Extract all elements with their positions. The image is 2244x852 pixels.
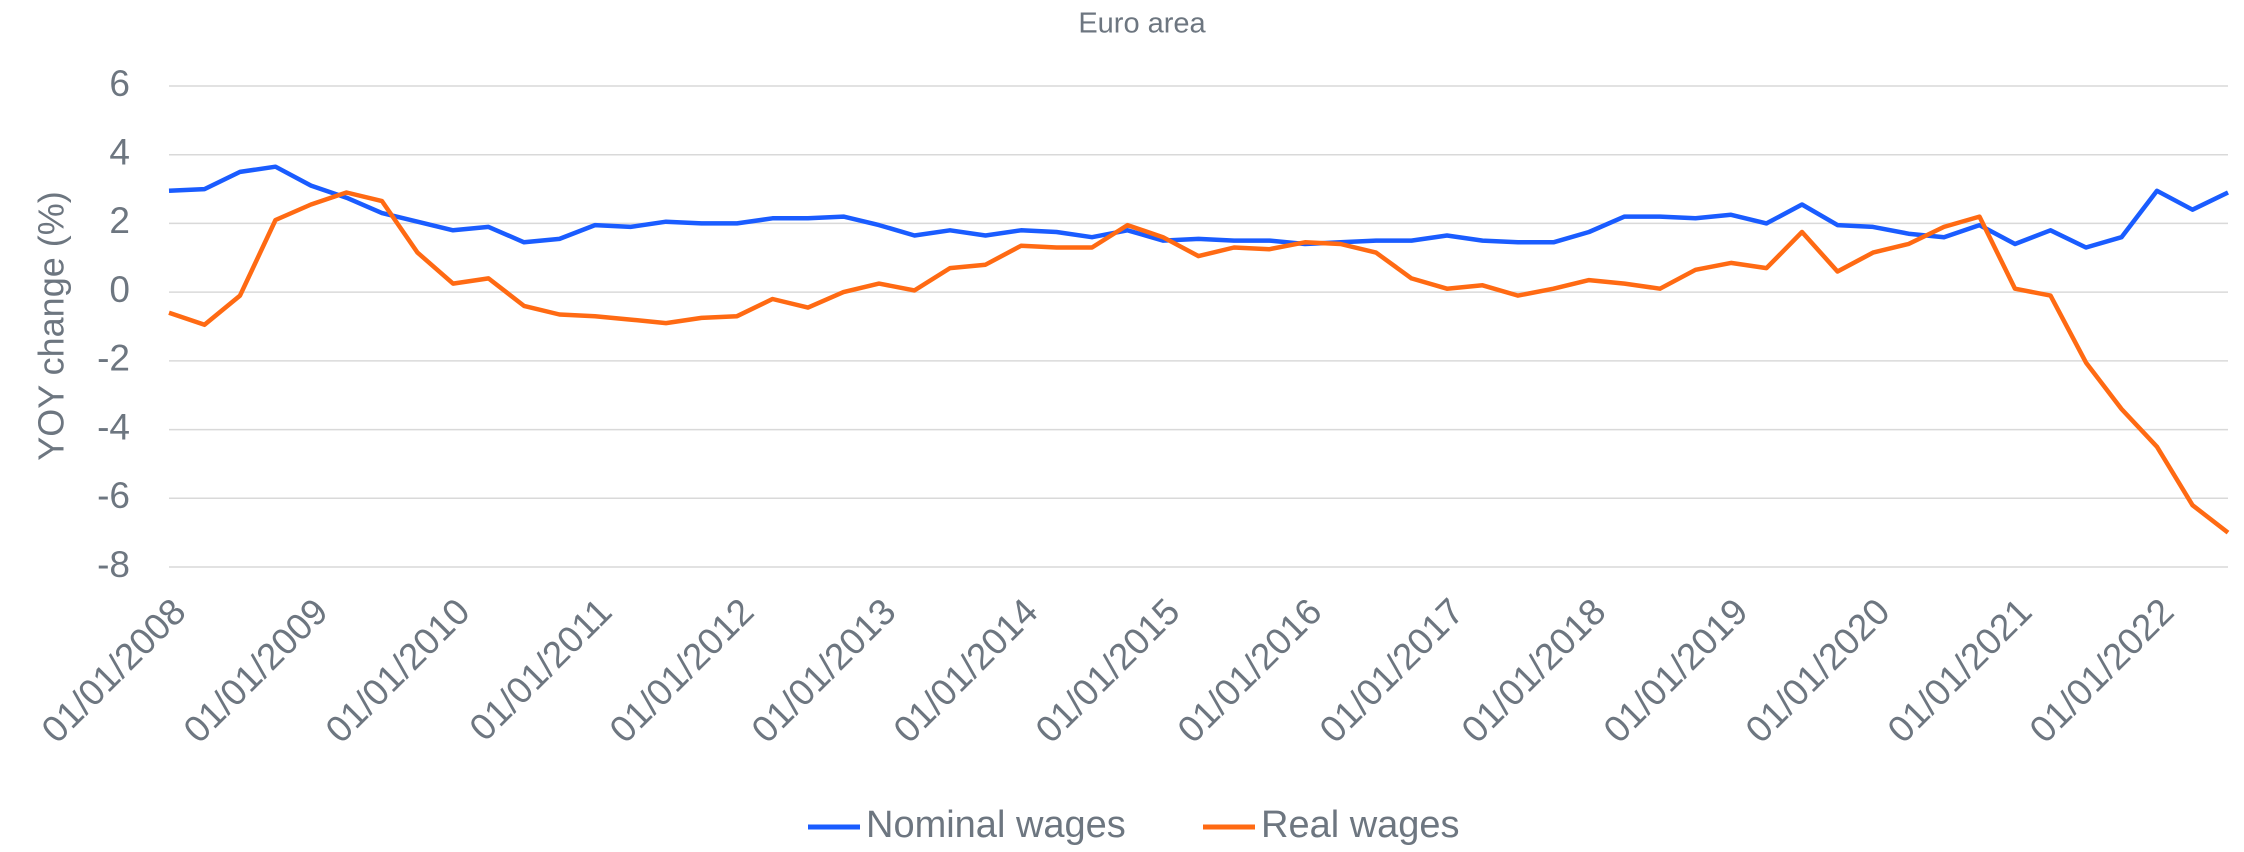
- y-axis-label: YOY change (%): [31, 191, 72, 460]
- x-tick-label: 01/01/2016: [1170, 591, 1330, 751]
- legend-label: Real wages: [1261, 804, 1460, 846]
- x-tick-label: 01/01/2012: [602, 591, 762, 751]
- x-tick-label: 01/01/2022: [2022, 591, 2182, 751]
- y-tick-label: 2: [109, 200, 130, 241]
- y-tick-label: -8: [97, 544, 130, 585]
- x-tick-label: 01/01/2009: [176, 591, 336, 751]
- line-series: [168, 164, 2229, 250]
- x-tick-label: 01/01/2011: [462, 591, 620, 749]
- x-tick-label: 01/01/2019: [1596, 591, 1756, 751]
- chart-title: Euro area: [1078, 8, 1206, 40]
- x-tick-label: 01/01/2018: [1454, 591, 1614, 751]
- x-tick-label: 01/01/2014: [886, 591, 1046, 751]
- legend-label: Nominal wages: [866, 804, 1126, 846]
- y-tick-label: 4: [109, 131, 130, 172]
- y-tick-label: 0: [109, 269, 130, 310]
- y-tick-label: 6: [109, 63, 130, 104]
- x-tick-label: 01/01/2021: [1880, 591, 2040, 751]
- y-tick-label: -4: [97, 406, 130, 447]
- line-series: [168, 190, 2230, 535]
- x-tick-label: 01/01/2013: [744, 591, 904, 751]
- x-tick-label: 01/01/2020: [1738, 591, 1898, 751]
- x-tick-label: 01/01/2010: [318, 591, 478, 751]
- y-tick-label: -6: [97, 475, 130, 516]
- x-tick-label: 01/01/2008: [34, 591, 194, 751]
- x-tick-label: 01/01/2015: [1028, 591, 1188, 751]
- x-tick-label: 01/01/2017: [1312, 591, 1472, 751]
- y-tick-label: -2: [97, 338, 130, 379]
